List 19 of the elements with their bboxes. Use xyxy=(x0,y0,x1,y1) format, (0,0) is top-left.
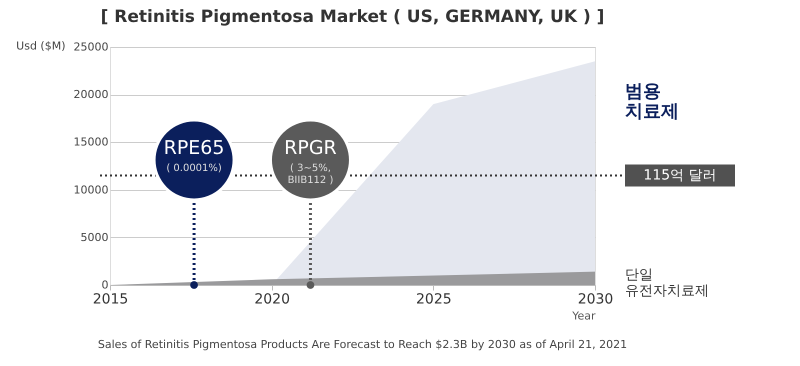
text: Sales of Retinitis Pigmentosa Products Are Forecast to Reach $2.3B by 2030 as of April 21, 2021 xyxy=(98,338,628,351)
x-axis-title: Year xyxy=(571,310,596,322)
y-tick-label: 10000 xyxy=(74,183,108,196)
y-axis-title: Usd ($M) xyxy=(16,40,66,52)
ref-line-label: 115억 달러 xyxy=(643,168,717,184)
text: 단일 유전자치료제 xyxy=(625,267,709,299)
y-tick-label: 0 xyxy=(102,278,108,292)
x-tick-label: 2015 xyxy=(92,292,128,308)
y-tick-label: 20000 xyxy=(74,88,108,102)
x-tick-label: 2025 xyxy=(416,292,452,308)
annotation: RPE65 ( 0.0001%) xyxy=(164,137,224,174)
chart-title: [ Retinitis Pigmentosa Market ( US, GERMANY, UK ) ] xyxy=(100,7,604,27)
x-tick-label: 2030 xyxy=(578,292,614,308)
y-tick-label: 15000 xyxy=(74,136,108,149)
y-tick-label: 5000 xyxy=(80,230,108,244)
series-label: 범용 치료제 xyxy=(625,81,679,122)
annotation: RPGR ( 3~5%, BIIB112 ) xyxy=(284,137,337,186)
x-tick-label: 2020 xyxy=(254,292,290,308)
y-tick-label: 25000 xyxy=(74,40,108,54)
